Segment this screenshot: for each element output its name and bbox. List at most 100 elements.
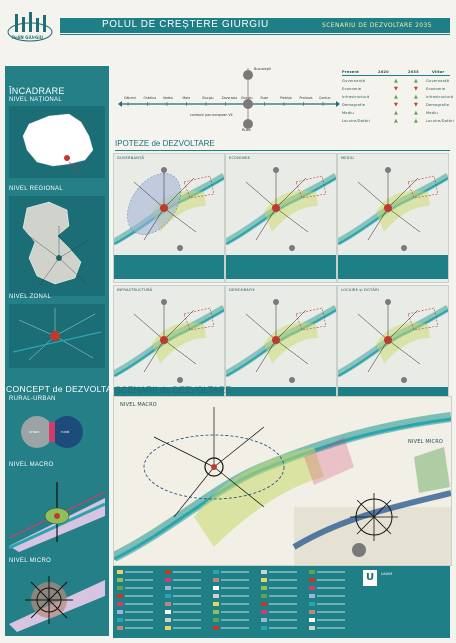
legend-line: [269, 619, 297, 621]
timeline-station-label: Vedea: [163, 96, 173, 100]
trend-arrow-icon: ▼: [414, 86, 418, 92]
ipoteza-title: INFRASTRUCTURĂ: [117, 288, 153, 292]
legend-swatch: [261, 594, 267, 598]
logo-text: PoliN GiUrGiU: [12, 35, 43, 40]
ipoteza-title: LOCUIRE și DOTĂRI: [341, 288, 380, 292]
sidebar: ÎNCADRARE NIVEL NAȚIONAL NIVEL REGIONAL …: [5, 66, 124, 636]
ipoteza-map: [114, 167, 224, 251]
legend-swatch: [309, 610, 315, 614]
giurgiu-node: [243, 99, 253, 109]
legend-line: [317, 611, 345, 613]
ipoteza-caption: [114, 255, 224, 279]
legend-line: [125, 571, 153, 573]
trend-arrow-icon: ▼: [414, 102, 418, 108]
ipoteza-map: [226, 299, 336, 383]
regional-map: [9, 196, 105, 296]
logo: PoliN GiUrGiU: [6, 8, 54, 44]
legend-swatch: [309, 594, 315, 598]
legend-line: [173, 595, 201, 597]
legend-swatch: [213, 570, 219, 574]
region-map: [22, 201, 90, 287]
legend-line: [221, 579, 249, 581]
legend-line: [125, 587, 153, 589]
sidebar-heading-macro: NIVEL MACRO: [9, 462, 54, 468]
trend-row-left: Mediu: [342, 111, 354, 115]
legend-line: [269, 571, 297, 573]
sidebar-heading-rural-urban: RURAL-URBAN: [9, 396, 56, 402]
legend-line: [221, 603, 249, 605]
page-title: POLUL DE CREȘTERE GIURGIU: [102, 19, 269, 30]
legend-swatch: [117, 610, 123, 614]
scenarii-macro-label: NIVEL MACRO: [120, 402, 157, 408]
legend-swatch: [165, 570, 171, 574]
legend-line: [221, 595, 249, 597]
legend-swatch: [165, 594, 171, 598]
legend-swatch: [117, 602, 123, 606]
legend-line: [269, 603, 297, 605]
legend-swatch: [165, 586, 171, 590]
legend-swatch: [213, 626, 219, 630]
timeline-station-label: Găiceni: [124, 96, 136, 100]
corridor-label: coridorul pan-european VII: [190, 113, 233, 117]
legend-swatch: [309, 626, 315, 630]
trend-header-2035: 2035: [408, 70, 419, 74]
romania-map: [22, 113, 94, 171]
ipoteza-title: ECONOMIE: [229, 156, 251, 160]
macro-concept-diagram: [9, 482, 105, 552]
micro-concept-diagram: [9, 576, 105, 632]
legend-swatch: [213, 610, 219, 614]
timeline-station-label: Orădina: [144, 96, 157, 100]
zonal-map: [9, 304, 105, 368]
trend-arrow-icon: ▲: [414, 94, 418, 100]
legend-line: [125, 627, 153, 629]
ipoteza-map: [338, 299, 448, 383]
legend-swatches: [117, 570, 345, 630]
legend-line: [317, 579, 345, 581]
pie-label-rural: rural: [61, 430, 69, 434]
legend-line: [269, 595, 297, 597]
legend-swatch: [309, 570, 315, 574]
header-underline: [60, 34, 450, 35]
trend-row-right: Guvernanță: [426, 79, 450, 83]
trend-row-right: Infrastructură: [426, 95, 454, 99]
legend-line: [317, 603, 345, 605]
scenario-drawing: [111, 407, 452, 565]
legend-line: [173, 611, 201, 613]
legend-swatch: [309, 618, 315, 622]
trend-row-left: Guvernanță: [342, 79, 366, 83]
legend-swatch: [261, 578, 267, 582]
zonal-diagram: [12, 308, 102, 361]
legend-line: [269, 579, 297, 581]
legend-line: [173, 571, 201, 573]
national-map: [9, 106, 105, 178]
trend-arrow-icon: ▼: [394, 102, 398, 108]
sidebar-heading-concept: CONCEPT de DEZVOLTARE: [6, 384, 125, 394]
legend-line: [173, 587, 201, 589]
legend-line: [317, 619, 345, 621]
ipoteze-heading: IPOTEZE de DEZVOLTARE: [115, 139, 215, 148]
trend-arrow-icon: ▲: [394, 94, 398, 100]
ipoteza-title: GUVERNANȚĂ: [117, 156, 145, 160]
legend-line: [317, 595, 345, 597]
ipoteza-panel: MEDIU: [337, 153, 449, 283]
legend-swatch: [261, 618, 267, 622]
rural-urban-diagram: urban rural: [21, 416, 83, 448]
timeline-diagram: Găiceni Orădina Vedea Maia Giurgiu Zavvrazia G…: [118, 67, 340, 132]
legend-line: [173, 619, 201, 621]
legend-swatch: [117, 594, 123, 598]
legend-swatch: [261, 586, 267, 590]
legend-swatch: [261, 602, 267, 606]
scenarii-map: NIVEL MACRO NIVEL MICRO: [111, 396, 452, 566]
timeline-station-label: Cordun: [319, 96, 331, 100]
timeline-station-label: Zavvrazia: [222, 96, 238, 100]
legend-swatch: [165, 602, 171, 606]
trend-arrow-icon: ▼: [394, 86, 398, 92]
legend-line: [173, 627, 201, 629]
trend-row-left: Locuire/Dotări: [342, 119, 371, 123]
ipoteza-title: DEMOGRAFIE: [229, 288, 255, 292]
timeline-station-label: Pietrișe: [280, 96, 292, 100]
trend-row-right: Locuire/Dotări: [426, 119, 455, 123]
sidebar-heading-incadrare: ÎNCADRARE: [9, 86, 65, 96]
page-subtitle: SCENARIU DE DEZVOLTARE 2035: [322, 22, 432, 29]
timeline-station-label: Ruse: [261, 96, 269, 100]
